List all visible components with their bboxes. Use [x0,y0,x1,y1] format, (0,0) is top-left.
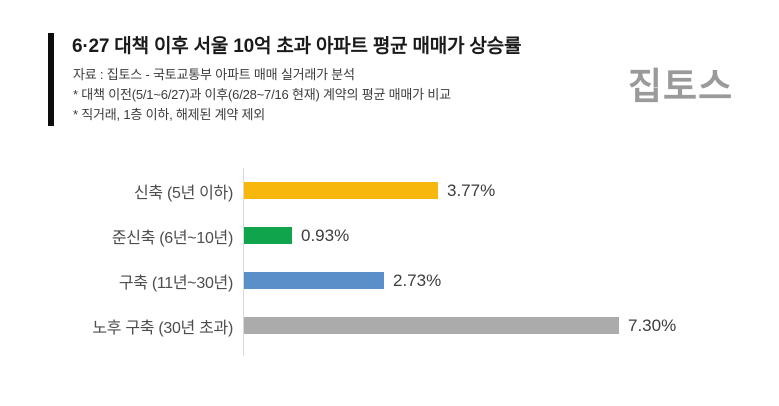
y-axis-line [243,348,245,356]
bar [244,182,438,199]
value-label: 7.30% [628,315,677,335]
value-label: 0.93% [301,225,350,245]
bar-area: 2.73% [243,258,779,303]
bar [244,227,292,244]
chart-row: 준신축 (6년~10년) 0.93% [0,213,779,258]
bar [244,272,384,289]
source-notes: 자료 : 집토스 - 국토교통부 아파트 매매 실거래가 분석 * 대책 이전(… [73,65,451,125]
category-label: 구축 (11년~30년) [118,274,233,292]
category-label: 신축 (5년 이하) [133,184,233,202]
bar-area: 3.77% [243,168,779,213]
note-exclusions: * 직거래, 1층 이하, 해제된 계약 제외 [73,107,266,122]
value-label: 2.73% [393,270,442,290]
source-text: 자료 : 집토스 - 국토교통부 아파트 매매 실거래가 분석 [73,67,355,82]
chart-row: 노후 구축 (30년 초과) 7.30% [0,303,779,348]
brand-logo: 집토스 [628,66,734,107]
chart-title: 6·27 대책 이후 서울 10억 초과 아파트 평균 매매가 상승률 [72,36,522,57]
bar-area: 7.30% [243,303,779,348]
note-comparison-period: * 대책 이전(5/1~6/27)과 이후(6/28~7/16 현재) 계약의 … [73,87,451,102]
bar-area: 0.93% [243,213,779,258]
bar [244,317,619,334]
chart-row: 구축 (11년~30년) 2.73% [0,258,779,303]
title-accent-bar [48,33,54,126]
bar-chart: 신축 (5년 이하) 3.77% 준신축 (6년~10년) 0.93% 구축 (… [0,168,779,356]
chart-row: 신축 (5년 이하) 3.77% [0,168,779,213]
value-label: 3.77% [447,180,496,200]
category-label: 준신축 (6년~10년) [111,229,233,247]
category-label: 노후 구축 (30년 초과) [92,319,233,337]
